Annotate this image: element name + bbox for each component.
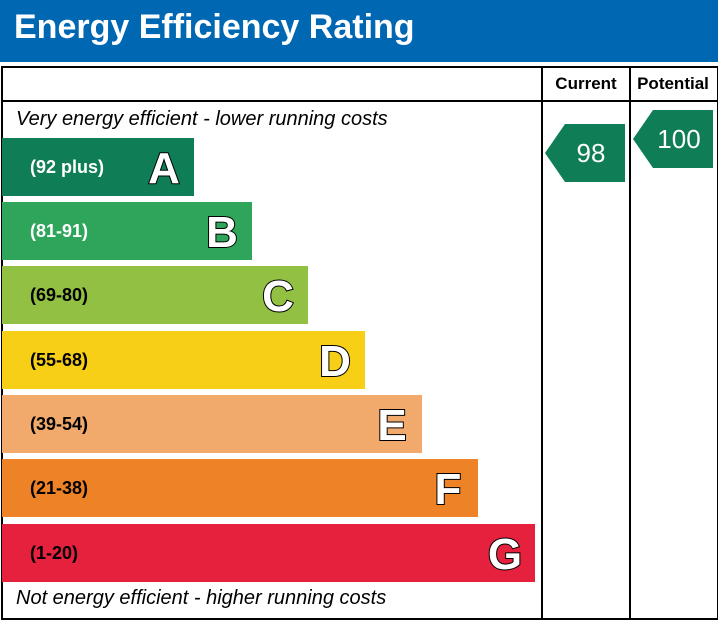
band-range-label: (55-68)	[30, 350, 89, 370]
potential-column-divider	[629, 66, 631, 618]
current-column-header: Current	[555, 74, 617, 93]
band-range-label: (21-38)	[30, 478, 89, 498]
band-letter: D	[318, 336, 352, 387]
potential-column-header: Potential	[637, 74, 709, 93]
band-d: (55-68) D	[2, 331, 365, 389]
band-letter: F	[434, 464, 463, 515]
svg-text:E: E	[377, 401, 406, 450]
potential-rating-arrow: 100	[633, 110, 713, 168]
potential-rating-value: 100	[657, 124, 700, 154]
svg-text:A: A	[148, 144, 180, 193]
band-g: (1-20) G	[2, 524, 535, 582]
svg-text:D: D	[319, 337, 351, 386]
band-letter: G	[487, 529, 523, 580]
current-column-divider	[541, 66, 543, 618]
svg-text:F: F	[435, 465, 462, 514]
band-letter: A	[147, 143, 181, 194]
band-a: (92 plus) A	[2, 138, 194, 196]
band-range-label: (1-20)	[30, 543, 79, 563]
current-rating-value: 98	[577, 138, 606, 168]
bottom-note: Not energy efficient - higher running co…	[16, 587, 387, 609]
band-range-label: (81-91)	[30, 221, 89, 241]
band-c: (69-80) C	[2, 266, 308, 324]
page-title: Energy Efficiency Rating	[14, 8, 415, 46]
band-letter: E	[376, 400, 407, 451]
band-letter: C	[261, 271, 295, 322]
band-range-label: (39-54)	[30, 414, 89, 434]
band-letter: B	[205, 207, 239, 258]
top-note: Very energy efficient - lower running co…	[16, 108, 388, 130]
svg-text:C: C	[262, 272, 294, 321]
header-bar: Energy Efficiency Rating	[0, 0, 718, 62]
svg-text:B: B	[206, 208, 238, 257]
band-b: (81-91) B	[2, 202, 252, 260]
current-rating-arrow: 98	[545, 124, 625, 182]
band-e: (39-54) E	[2, 395, 422, 453]
header-row-divider	[1, 100, 717, 102]
band-f: (21-38) F	[2, 459, 478, 517]
band-range-label: (92 plus)	[30, 157, 105, 177]
band-range-label: (69-80)	[30, 285, 89, 305]
svg-text:G: G	[488, 530, 522, 579]
